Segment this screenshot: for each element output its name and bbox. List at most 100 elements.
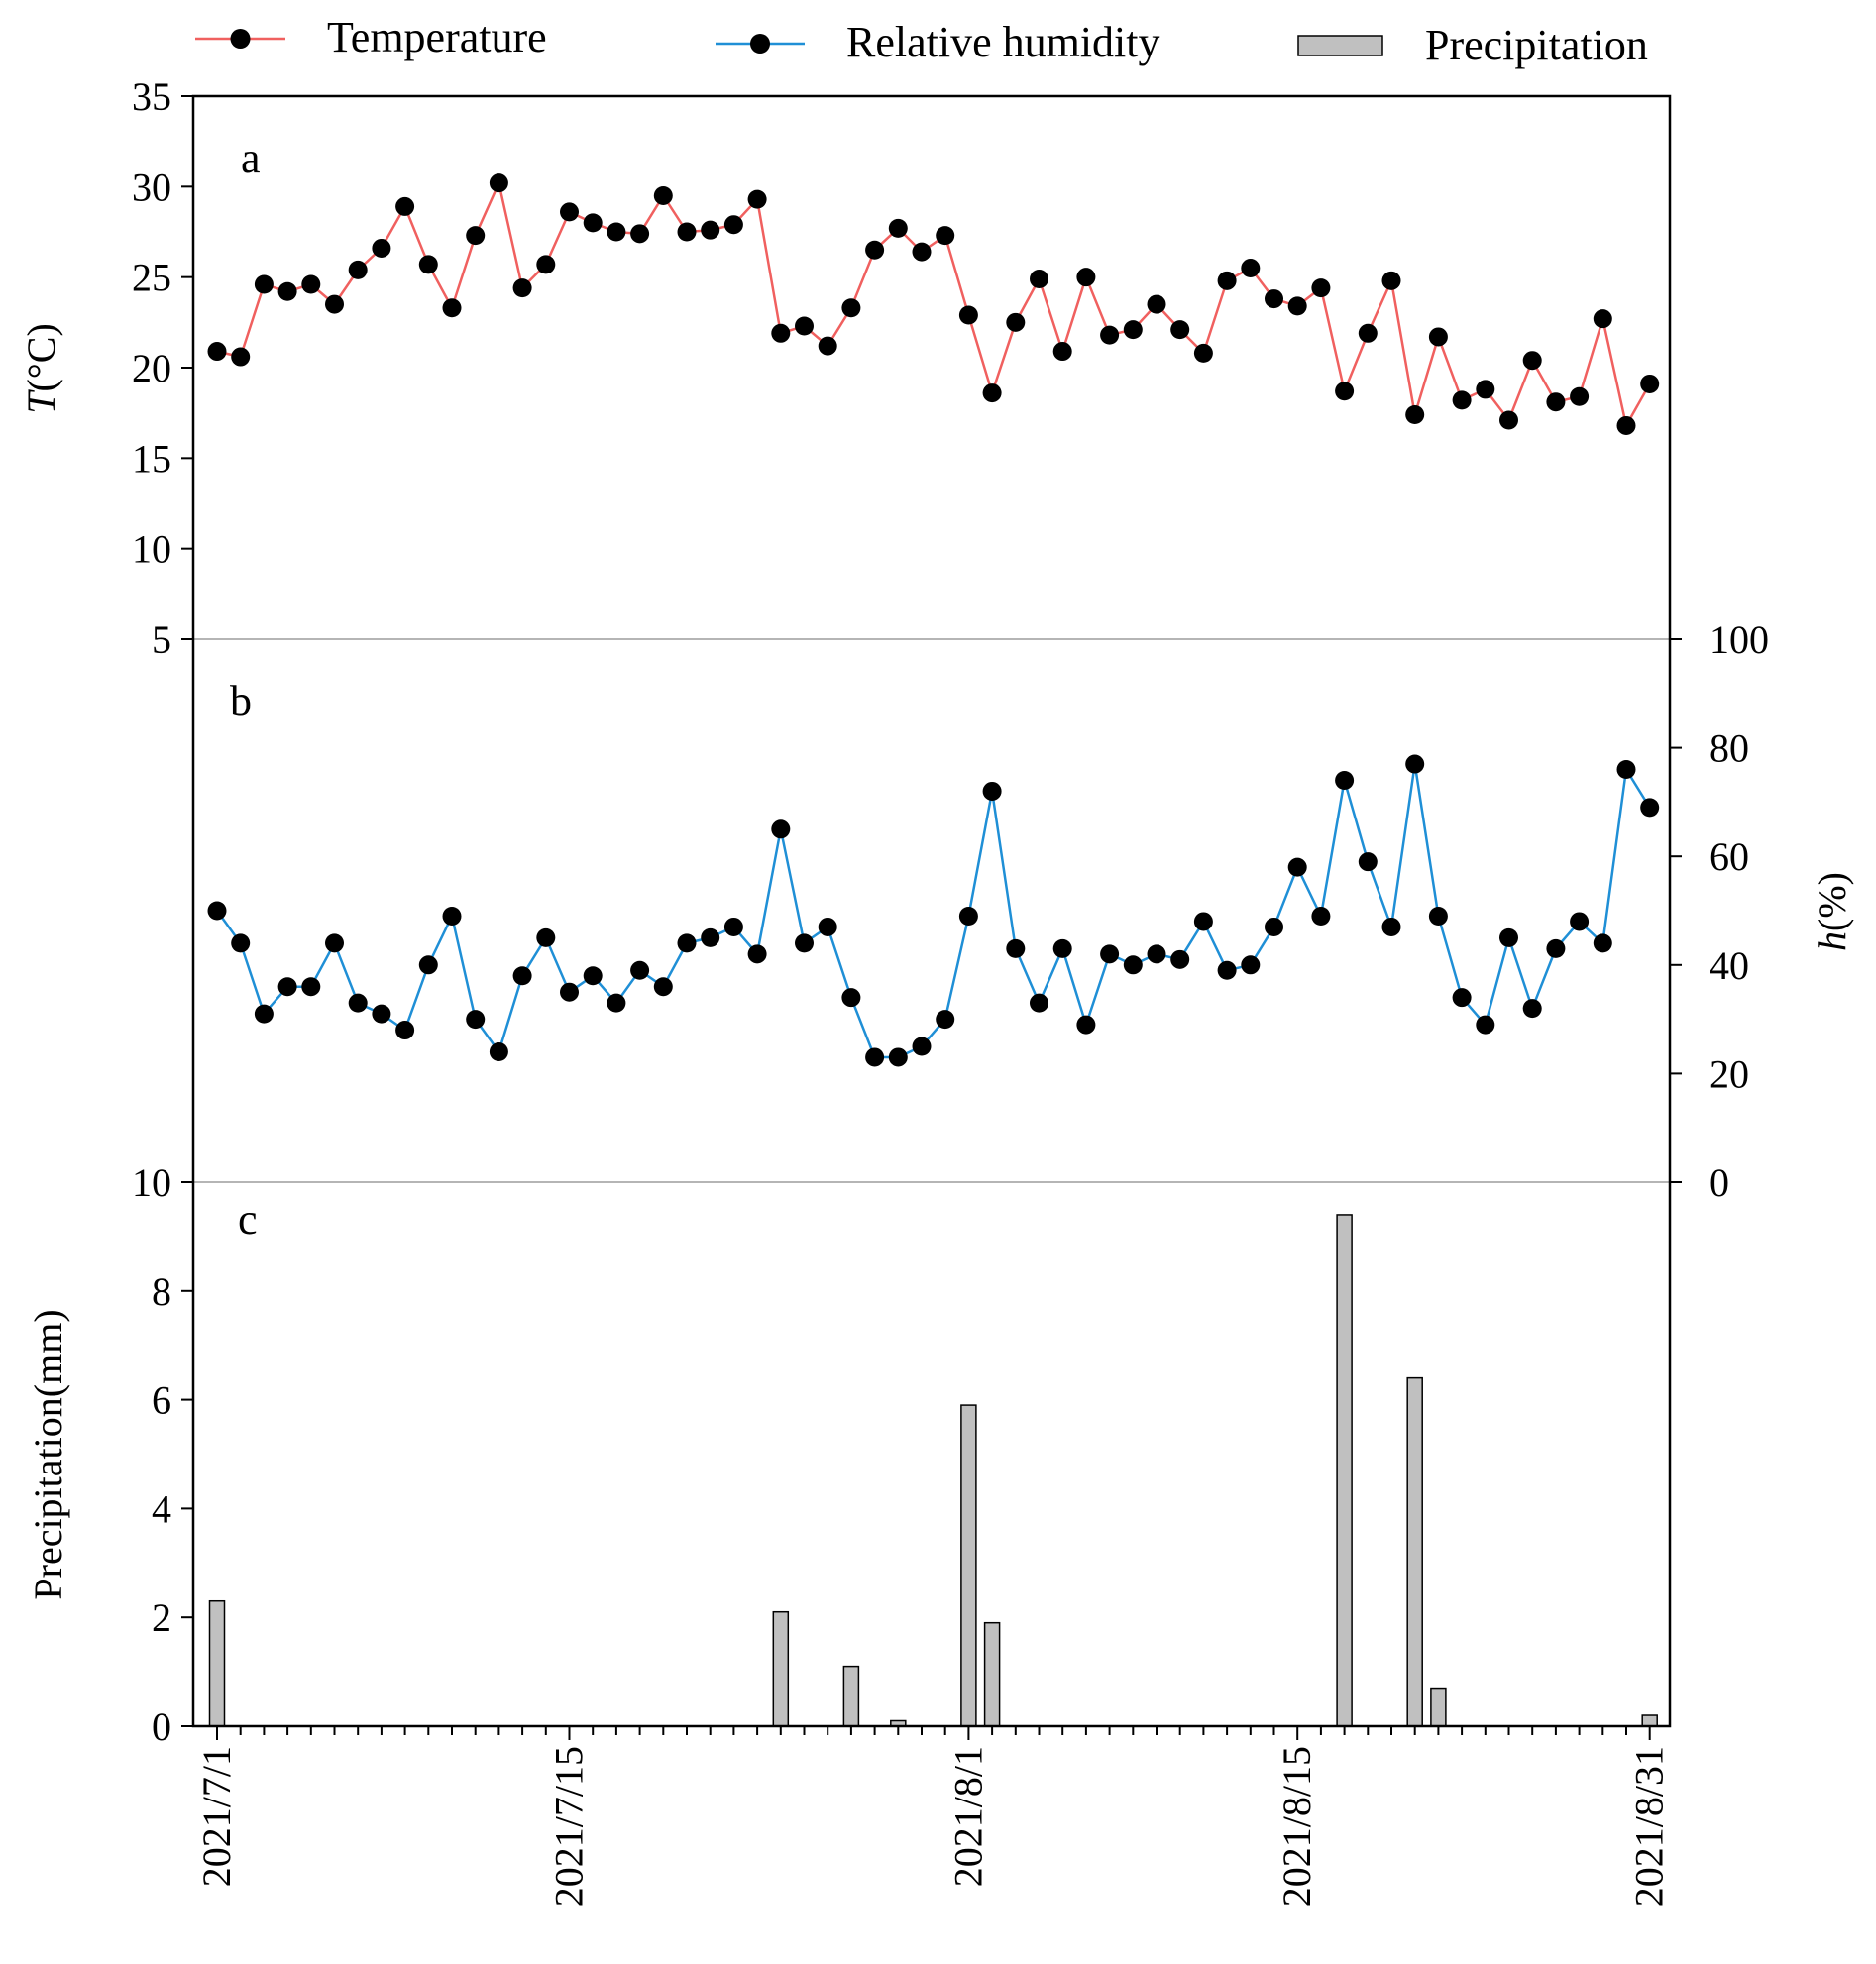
data-point (677, 222, 697, 242)
data-point (841, 988, 861, 1008)
data-point (677, 933, 697, 953)
data-point (231, 933, 251, 953)
data-point (982, 781, 1002, 801)
data-point (231, 347, 251, 367)
data-point (1452, 988, 1472, 1008)
legend: Temperature Relative humidity Precipitatio… (195, 13, 1648, 69)
y-axis-title-temperature: T(°C) (19, 323, 63, 414)
data-point (348, 993, 368, 1013)
data-point (1123, 955, 1143, 975)
y-axis-title-precipitation: Precipitation(mm) (26, 1309, 70, 1599)
data-point (536, 255, 556, 274)
legend-label-1: Relative humidity (846, 18, 1160, 66)
data-point (466, 226, 486, 246)
data-point (1358, 852, 1378, 872)
temperature-panel: 5 10 15 20 25 30 35 T(°C) a (19, 74, 1670, 662)
precipitation-bar (1336, 1214, 1353, 1727)
data-point (936, 1010, 955, 1030)
panel-letter-b: b (230, 677, 252, 725)
date-axis: 2021/7/1 2021/7/15 2021/8/1 2021/8/15 2021/8… (194, 1726, 1672, 1907)
x-tick-label: 2021/8/15 (1274, 1746, 1319, 1907)
legend-marker-0 (230, 29, 251, 49)
data-point (1428, 327, 1448, 347)
data-point (1076, 1015, 1096, 1035)
data-point (1265, 289, 1283, 309)
data-point (1241, 955, 1261, 975)
data-point (653, 185, 673, 205)
series-line (215, 763, 1651, 1059)
data-point (1193, 343, 1213, 363)
data-point (1311, 906, 1331, 926)
data-point (723, 215, 743, 235)
precipitation-bar (983, 1621, 1001, 1727)
data-point (1358, 323, 1378, 343)
data-point (536, 927, 556, 947)
data-point (1570, 912, 1590, 931)
data-point (818, 917, 837, 936)
y-tick-label: 6 (152, 1378, 171, 1423)
data-point (630, 224, 650, 244)
data-point (1076, 268, 1096, 287)
data-point (723, 917, 743, 936)
data-point (418, 955, 438, 975)
data-point (841, 298, 861, 318)
x-tick-label: 2021/8/31 (1627, 1746, 1672, 1907)
data-point (818, 336, 837, 356)
data-point (865, 240, 885, 260)
data-point (1100, 325, 1120, 345)
data-point (254, 1004, 274, 1024)
data-point (701, 927, 720, 947)
data-point (1616, 760, 1636, 780)
precipitation-bar (1406, 1376, 1423, 1727)
data-point (1546, 392, 1566, 412)
data-point (1311, 278, 1331, 298)
data-point (747, 189, 767, 209)
data-point (418, 255, 438, 274)
data-point (277, 281, 297, 301)
data-point (888, 1047, 908, 1067)
x-tick-label: 2021/7/1 (194, 1746, 239, 1887)
data-point (630, 960, 650, 980)
data-point (888, 218, 908, 238)
data-point (936, 226, 955, 246)
series-line (216, 178, 1651, 429)
data-point (395, 196, 415, 216)
data-point (607, 222, 626, 242)
data-point (1546, 938, 1566, 958)
data-point (958, 906, 978, 926)
panel-letter-a: a (241, 134, 261, 182)
y-tick-label: 10 (132, 1160, 171, 1205)
y-axis-title-italic: h (1810, 931, 1854, 951)
data-point (865, 1047, 885, 1067)
y-tick-label: 5 (152, 617, 171, 662)
data-point (1335, 770, 1355, 790)
plot-frame (191, 94, 1672, 1728)
data-point (512, 966, 532, 986)
y-axis-title-humidity: h(%) (1810, 872, 1854, 951)
x-tick-label: 2021/7/15 (547, 1746, 592, 1907)
y-tick-label: 2 (152, 1595, 171, 1640)
data-point (207, 901, 227, 921)
legend-label-2: Precipitation (1425, 21, 1648, 69)
data-point (653, 977, 673, 997)
data-point (1030, 993, 1048, 1013)
y-tick-label: 8 (152, 1269, 171, 1314)
data-point (747, 944, 767, 964)
data-point (489, 1041, 508, 1061)
y-tick-label: 4 (152, 1486, 171, 1531)
data-point (301, 274, 321, 294)
y2-tick-label: 0 (1710, 1160, 1729, 1205)
data-point (1006, 312, 1026, 332)
y-tick-label: 0 (152, 1704, 171, 1749)
y-tick-label: 20 (132, 346, 171, 390)
data-point (1287, 857, 1307, 877)
precipitation-bar (1641, 1714, 1658, 1727)
precipitation-bar (960, 1404, 977, 1727)
y2-tick-label: 60 (1710, 834, 1749, 879)
legend-label-0: Temperature (327, 13, 547, 61)
data-point (1241, 259, 1261, 278)
data-point (1170, 320, 1190, 340)
precipitation-bar (772, 1610, 790, 1727)
data-point (1405, 754, 1425, 774)
data-point (301, 977, 321, 997)
